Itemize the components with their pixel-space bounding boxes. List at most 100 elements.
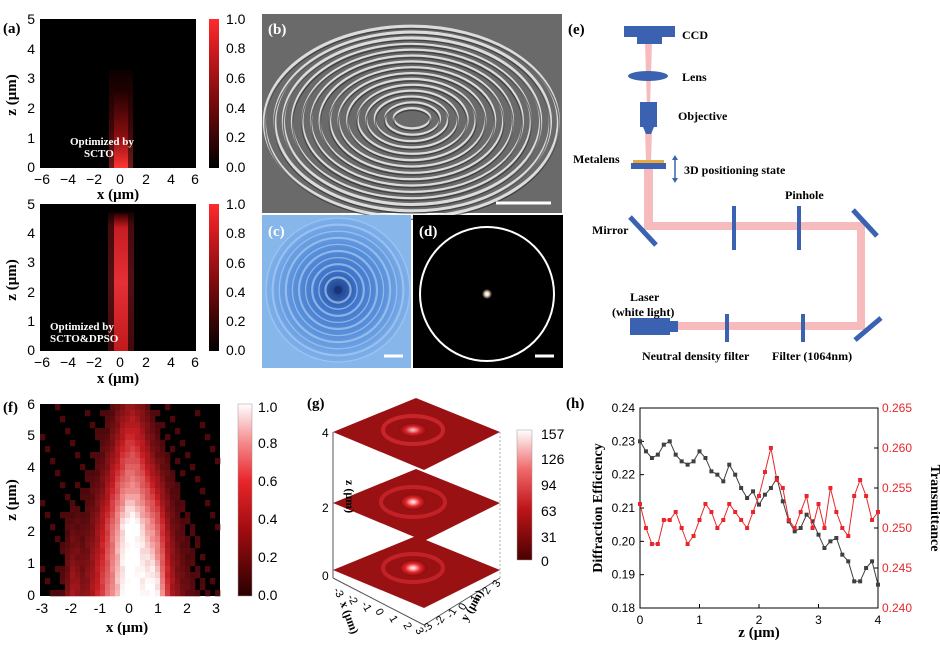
heat-cell [155, 446, 160, 452]
heat-cell [100, 536, 105, 542]
chart-x-tick-label: 3 [815, 613, 822, 627]
heat-cell [170, 416, 175, 422]
heat-cell [80, 518, 85, 524]
heat-cell [130, 446, 135, 452]
heat-cell [120, 488, 125, 494]
point-transmittance [703, 502, 707, 506]
heat-cell [115, 554, 120, 560]
heat-cell [175, 536, 180, 542]
heat-cell [105, 452, 110, 458]
heat-cell [90, 452, 95, 458]
heat-cell [125, 554, 130, 560]
heat-cell [170, 530, 175, 536]
heat-cell [80, 572, 85, 578]
heat-cell [70, 440, 75, 446]
heat-cell [120, 512, 125, 518]
panel-g-cbar-tick-4: 31 [541, 529, 557, 545]
heat-cell [110, 422, 115, 428]
heat-cell [120, 404, 125, 410]
heat-cell [155, 410, 160, 416]
heat-cell [70, 560, 75, 566]
panel-a-bottom-note-2: SCTO&DPSO [50, 333, 119, 345]
heat-cell [190, 590, 195, 596]
heat-cell [115, 470, 120, 476]
heat-cell [155, 572, 160, 578]
heat-cell [85, 494, 90, 500]
point-transmittance [852, 494, 856, 498]
heat-cell [85, 560, 90, 566]
heat-cell [145, 548, 150, 554]
heat-cell [115, 422, 120, 428]
heat-cell [175, 494, 180, 500]
heat-cell [140, 578, 145, 584]
heat-cell [180, 470, 185, 476]
heat-cell [140, 512, 145, 518]
heat-cell [140, 452, 145, 458]
heat-cell [170, 476, 175, 482]
chart-right-tick-label: 0.260 [882, 441, 912, 455]
heat-cell [95, 470, 100, 476]
heat-cell [180, 548, 185, 554]
heat-cell [105, 566, 110, 572]
heat-cell [165, 542, 170, 548]
heat-cell [65, 536, 70, 542]
heat-cell [110, 536, 115, 542]
heat-cell [110, 434, 115, 440]
heat-cell [125, 440, 130, 446]
heat-cell [95, 476, 100, 482]
panel-a-top-cbar-tick-3: 0.4 [226, 100, 246, 116]
heat-cell [80, 530, 85, 536]
point-efficiency [822, 546, 826, 550]
heat-cell [155, 530, 160, 536]
heat-cell [195, 542, 200, 548]
heat-cell [175, 500, 180, 506]
heat-cell [115, 590, 120, 596]
heat-cell [105, 524, 110, 530]
heat-cell [130, 554, 135, 560]
point-efficiency [858, 579, 862, 583]
panel-a-top-xtick-1: −4 [60, 171, 76, 187]
heat-cell [130, 578, 135, 584]
panel-f-label: (f) [3, 400, 18, 416]
panel-f-xtick-0: -3 [36, 600, 49, 616]
heat-cell [160, 560, 165, 566]
heat-cell [145, 410, 150, 416]
heat-cell [165, 578, 170, 584]
heat-cell [120, 434, 125, 440]
point-efficiency [745, 496, 749, 500]
heat-cell [165, 566, 170, 572]
heat-cell [155, 452, 160, 458]
chart-left-tick-label: 0.23 [612, 434, 636, 448]
heat-cell [135, 458, 140, 464]
heat-cell [145, 404, 150, 410]
heat-cell [180, 518, 185, 524]
heat-cell [55, 590, 60, 596]
heat-cell [115, 452, 120, 458]
heat-cell [175, 566, 180, 572]
panel-a-top-ytick-4: 4 [27, 41, 35, 57]
heat-cell [95, 518, 100, 524]
heat-cell [95, 524, 100, 530]
heat-cell [150, 458, 155, 464]
heat-cell [105, 416, 110, 422]
heat-cell [140, 506, 145, 512]
heat-cell [150, 524, 155, 530]
heat-cell [170, 554, 175, 560]
point-transmittance [715, 526, 719, 530]
heat-cell [120, 482, 125, 488]
heat-cell [190, 464, 195, 470]
panel-g-cbar-tick-5: 0 [541, 553, 549, 569]
heat-cell [150, 416, 155, 422]
heat-cell [155, 536, 160, 542]
panel-g-ztick-2: 4 [322, 426, 329, 440]
heat-cell [115, 416, 120, 422]
point-transmittance [686, 542, 690, 546]
panel-f-xtick-2: -1 [94, 600, 107, 616]
point-transmittance [727, 502, 731, 506]
heat-cell [65, 542, 70, 548]
heat-cell [90, 566, 95, 572]
point-transmittance [644, 526, 648, 530]
slice-middle [333, 469, 500, 541]
heat-cell [160, 482, 165, 488]
heat-cell [175, 590, 180, 596]
